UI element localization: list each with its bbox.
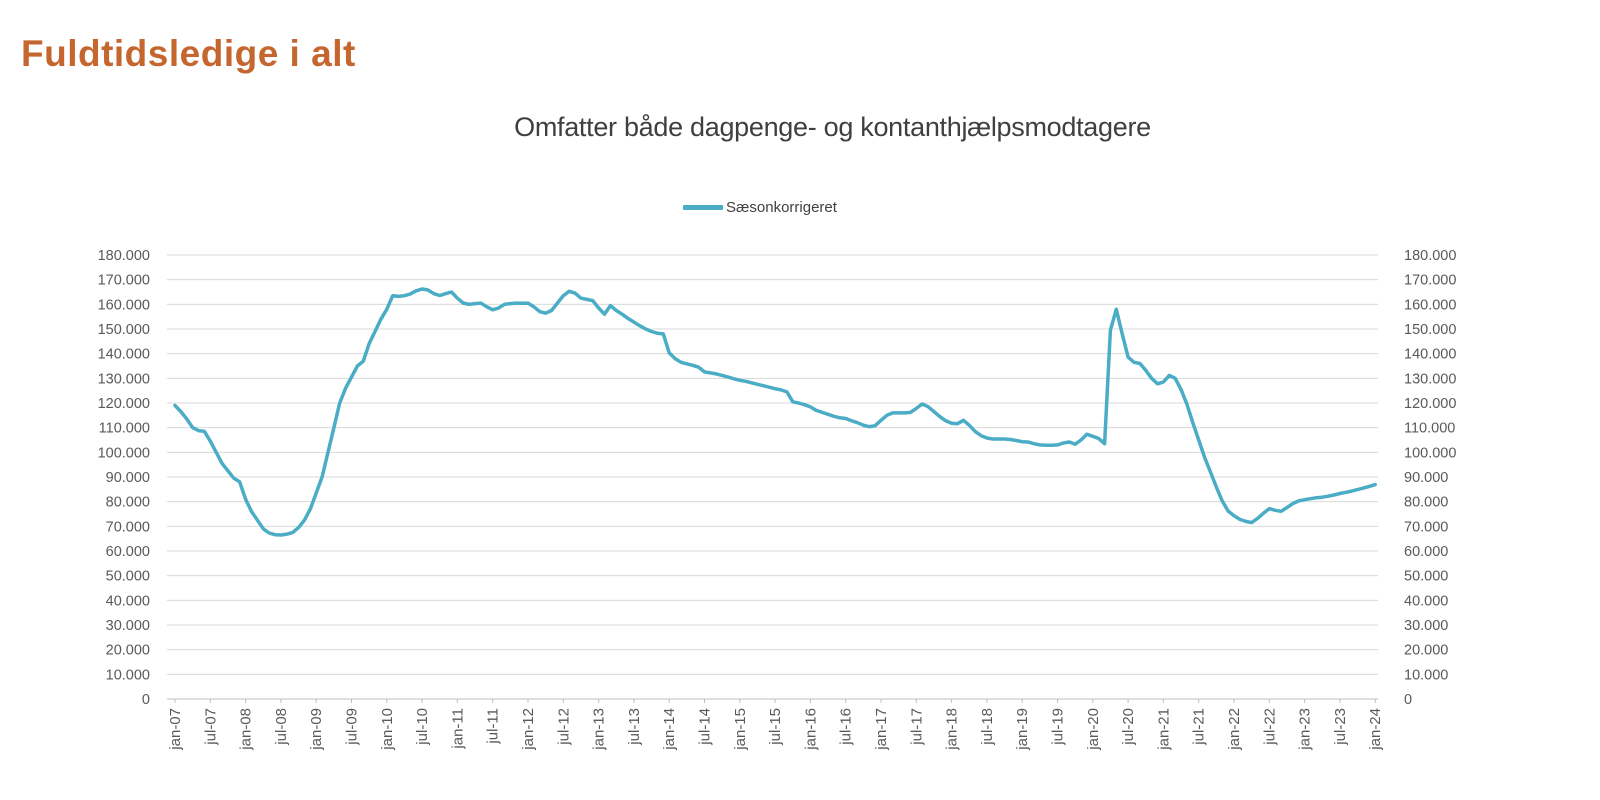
x-axis-tick-label: jul-16 <box>838 708 855 746</box>
series-line-seasonally-adjusted <box>173 287 1377 537</box>
x-axis-tick-label: jan-16 <box>802 708 819 751</box>
page-title: Fuldtidsledige i alt <box>21 33 356 74</box>
y-axis-tick-label-right: 90.000 <box>1404 470 1448 486</box>
y-axis-tick-label-left: 170.000 <box>98 273 150 289</box>
y-axis-tick-label-right: 150.000 <box>1404 322 1456 338</box>
x-axis-tick-label: jan-13 <box>591 708 608 751</box>
x-axis-tick-label: jan-10 <box>379 708 396 751</box>
y-axis-tick-label-right: 40.000 <box>1404 593 1448 609</box>
y-axis-tick-label-left: 120.000 <box>98 396 150 412</box>
y-axis-tick-label-right: 70.000 <box>1404 519 1448 535</box>
x-axis-tick-label: jul-07 <box>202 708 219 746</box>
y-axis-tick-label-right: 170.000 <box>1404 273 1456 289</box>
y-axis-tick-label-right: 60.000 <box>1404 544 1448 560</box>
x-axis-tick-label: jul-08 <box>273 708 290 746</box>
y-axis-tick-label-right: 0 <box>1404 692 1412 708</box>
x-axis-tick-label: jan-14 <box>661 708 678 751</box>
y-axis-tick-label-left: 180.000 <box>98 248 150 264</box>
x-axis-tick-label: jul-11 <box>485 708 502 745</box>
x-axis-tick-label: jan-11 <box>449 708 466 750</box>
x-axis-tick-label: jan-23 <box>1297 708 1314 751</box>
y-axis-tick-label-left: 10.000 <box>106 667 150 683</box>
y-axis-tick-label-left: 150.000 <box>98 322 150 338</box>
y-axis-tick-label-left: 100.000 <box>98 445 150 461</box>
x-axis-tick-label: jul-14 <box>697 708 714 746</box>
y-axis-tick-label-right: 10.000 <box>1404 667 1448 683</box>
x-axis-tick-label: jul-18 <box>979 708 996 746</box>
y-axis-tick-label-left: 160.000 <box>98 297 150 313</box>
y-axis-tick-label-left: 70.000 <box>106 519 150 535</box>
y-axis-tick-label-right: 100.000 <box>1404 445 1456 461</box>
x-axis-tick-label: jul-13 <box>626 708 643 746</box>
x-axis-tick-label: jan-24 <box>1367 708 1384 751</box>
x-axis-tick-label: jan-19 <box>1014 708 1031 751</box>
y-axis-tick-label-left: 20.000 <box>106 643 150 659</box>
chart-legend: Sæsonkorrigeret <box>0 199 1520 216</box>
x-axis-tick-label: jan-09 <box>308 708 325 751</box>
x-axis-tick-label: jan-18 <box>944 708 961 751</box>
y-axis-tick-label-left: 50.000 <box>106 569 150 585</box>
y-axis-tick-label-left: 130.000 <box>98 371 150 387</box>
y-axis-tick-label-right: 180.000 <box>1404 248 1456 264</box>
x-axis-tick-label: jan-07 <box>167 708 184 751</box>
x-axis-tick-label: jul-15 <box>767 708 784 746</box>
x-axis-tick-label: jul-10 <box>414 708 431 746</box>
x-axis-tick-label: jul-22 <box>1261 708 1278 746</box>
legend-line-swatch-icon <box>683 205 724 210</box>
x-axis-tick-label: jan-20 <box>1085 708 1102 751</box>
y-axis-tick-label-left: 60.000 <box>106 544 150 560</box>
y-axis-tick-label-right: 80.000 <box>1404 495 1448 511</box>
x-axis-tick-label: jul-20 <box>1120 708 1137 746</box>
y-axis-tick-label-left: 90.000 <box>106 470 150 486</box>
y-axis-tick-label-left: 0 <box>142 692 150 708</box>
y-axis-tick-label-right: 30.000 <box>1404 618 1448 634</box>
x-axis-tick-label: jan-15 <box>732 708 749 751</box>
x-axis-tick-label: jan-22 <box>1226 708 1243 751</box>
y-axis-tick-label-left: 30.000 <box>106 618 150 634</box>
y-axis-tick-label-right: 130.000 <box>1404 371 1456 387</box>
x-axis-tick-label: jan-21 <box>1155 708 1172 751</box>
x-axis-tick-label: jan-08 <box>238 708 255 751</box>
y-axis-tick-label-right: 20.000 <box>1404 643 1448 659</box>
y-axis-tick-label-left: 110.000 <box>99 421 150 437</box>
x-axis-tick-label: jul-09 <box>344 708 361 746</box>
x-axis-tick-label: jan-17 <box>873 708 890 751</box>
y-axis-tick-label-right: 110.000 <box>1404 421 1455 437</box>
y-axis-tick-label-right: 140.000 <box>1404 347 1456 363</box>
x-axis-tick-label: jul-12 <box>555 708 572 746</box>
x-axis-tick-label: jan-12 <box>520 708 537 751</box>
chart-title: Omfatter både dagpenge- og kontanthjælps… <box>514 112 1151 142</box>
y-axis-tick-label-right: 160.000 <box>1404 297 1456 313</box>
x-axis-tick-label: jul-23 <box>1332 708 1349 746</box>
x-axis-tick-label: jul-17 <box>908 708 925 746</box>
y-axis-tick-label-left: 40.000 <box>106 593 150 609</box>
y-axis-tick-label-left: 140.000 <box>98 347 150 363</box>
y-axis-tick-label-left: 80.000 <box>106 495 150 511</box>
y-axis-tick-label-right: 50.000 <box>1404 569 1448 585</box>
x-axis-tick-label: jul-21 <box>1191 708 1208 746</box>
legend-series-label: Sæsonkorrigeret <box>726 199 837 216</box>
x-axis-tick-label: jul-19 <box>1050 708 1067 746</box>
y-axis-tick-label-right: 120.000 <box>1404 396 1456 412</box>
